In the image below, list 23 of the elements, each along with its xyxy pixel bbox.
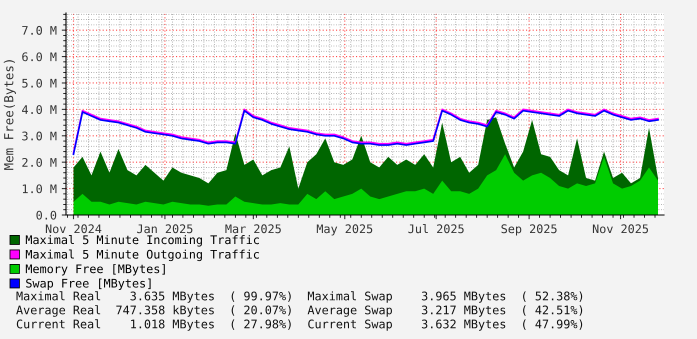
- x-tick-label: Jan 2025: [137, 224, 192, 234]
- text: Average Real 747.358 kBytes ( 20.07%) Average Swap 3.217 MBytes ( 42.51%): [16, 305, 582, 317]
- y-tick-label: 0.0: [36, 210, 56, 220]
- legend-label: Swap Free [MBytes]: [26, 278, 151, 290]
- y-axis-title: Mem Free(Bytes): [4, 60, 16, 170]
- x-tick-label: Nov 2024: [46, 224, 102, 234]
- y-tick-label: 1.0 M: [22, 184, 56, 194]
- x-tick-label: Nov 2025: [592, 224, 648, 234]
- x-tick-label: Jul 2025: [408, 224, 464, 234]
- x-tick-label: Mar 2025: [225, 224, 281, 234]
- y-tick-label: 5.0 M: [22, 78, 56, 88]
- y-tick-label: 3.0 M: [22, 132, 56, 140]
- legend-label: Memory Free [MBytes]: [26, 264, 165, 276]
- x-tick-label: Sep 2025: [501, 224, 557, 236]
- y-tick-label: 2.0 M: [22, 158, 56, 167]
- y-tick-label: 6.0 M: [22, 52, 56, 62]
- legend-label: Maximal 5 Minute Incoming Traffic: [26, 235, 259, 247]
- y-tick-label: 4.0 M: [22, 105, 56, 114]
- x-tick-label: May 2025: [316, 224, 372, 236]
- legend-label: Maximal 5 Minute Outgoing Traffic: [26, 250, 259, 262]
- text: Maximal Real 3.635 MBytes ( 99.97%) Maximal Swap 3.965 MBytes ( 52.38%): [16, 291, 582, 303]
- y-tick-label: 7.0 M: [22, 26, 56, 35]
- text: Current Real 1.018 MBytes ( 27.98%) Current Swap 3.632 MBytes ( 47.99%): [16, 319, 582, 331]
